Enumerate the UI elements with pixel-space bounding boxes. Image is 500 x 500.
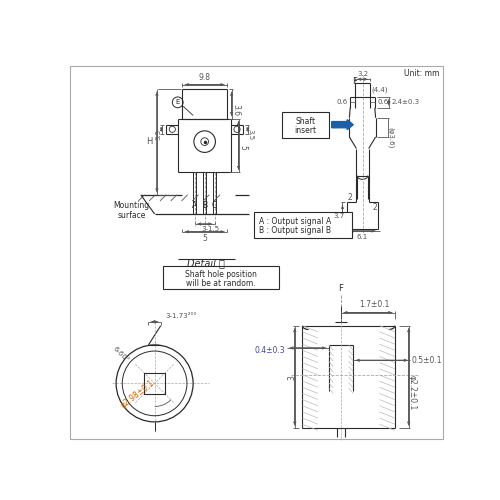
FancyArrow shape — [332, 120, 353, 130]
Text: E: E — [176, 100, 180, 105]
Text: F: F — [352, 77, 357, 86]
FancyBboxPatch shape — [254, 212, 352, 238]
Text: Unit: mm: Unit: mm — [404, 69, 440, 78]
Text: 3.5: 3.5 — [248, 130, 254, 140]
Text: 1.7±0.1: 1.7±0.1 — [359, 300, 389, 310]
Text: φ2.98±0.1: φ2.98±0.1 — [118, 378, 156, 410]
Text: 6.1: 6.1 — [357, 234, 368, 240]
Text: 5: 5 — [202, 234, 207, 243]
Text: (4.4): (4.4) — [372, 86, 388, 92]
Text: C: C — [212, 201, 218, 210]
Text: Shaft: Shaft — [296, 117, 316, 126]
Text: A: A — [192, 201, 198, 210]
Text: 0.6: 0.6 — [377, 98, 388, 104]
Text: B : Output signal B: B : Output signal B — [258, 226, 330, 235]
Text: 2: 2 — [372, 204, 378, 212]
Text: 0.4±0.3: 0.4±0.3 — [255, 346, 286, 356]
Text: B: B — [202, 201, 207, 210]
Text: 5: 5 — [238, 146, 247, 150]
Text: insert: insert — [294, 126, 316, 135]
Text: 9.8: 9.8 — [198, 74, 210, 82]
Text: Shaft hole position: Shaft hole position — [185, 270, 257, 279]
FancyBboxPatch shape — [282, 112, 329, 138]
Text: Detail Ⓔ: Detail Ⓔ — [188, 258, 225, 268]
Text: 3.2: 3.2 — [357, 71, 368, 77]
Text: (φ3.6): (φ3.6) — [388, 127, 394, 148]
Text: A : Output signal A: A : Output signal A — [258, 217, 331, 226]
Text: 3-1.73²⁰°: 3-1.73²⁰° — [166, 312, 198, 318]
Text: 3.6: 3.6 — [232, 104, 240, 116]
Text: 3: 3 — [287, 375, 296, 380]
Text: 3.7: 3.7 — [334, 212, 345, 218]
Text: 0.6: 0.6 — [336, 98, 348, 104]
Text: 6-60°: 6-60° — [112, 346, 130, 364]
Text: H: H — [146, 137, 152, 146]
Text: 3.5: 3.5 — [156, 130, 162, 140]
Text: 3-1.5: 3-1.5 — [202, 226, 220, 232]
Text: 2.4±0.3: 2.4±0.3 — [392, 100, 420, 105]
Text: will be at random.: will be at random. — [186, 278, 256, 287]
FancyBboxPatch shape — [163, 266, 278, 288]
Text: φ2.2±0.1: φ2.2±0.1 — [408, 375, 416, 410]
Text: 2: 2 — [348, 192, 352, 202]
Text: 0.5±0.1: 0.5±0.1 — [412, 356, 442, 365]
Text: F: F — [338, 284, 344, 292]
Text: Mounting
surface: Mounting surface — [114, 201, 150, 220]
